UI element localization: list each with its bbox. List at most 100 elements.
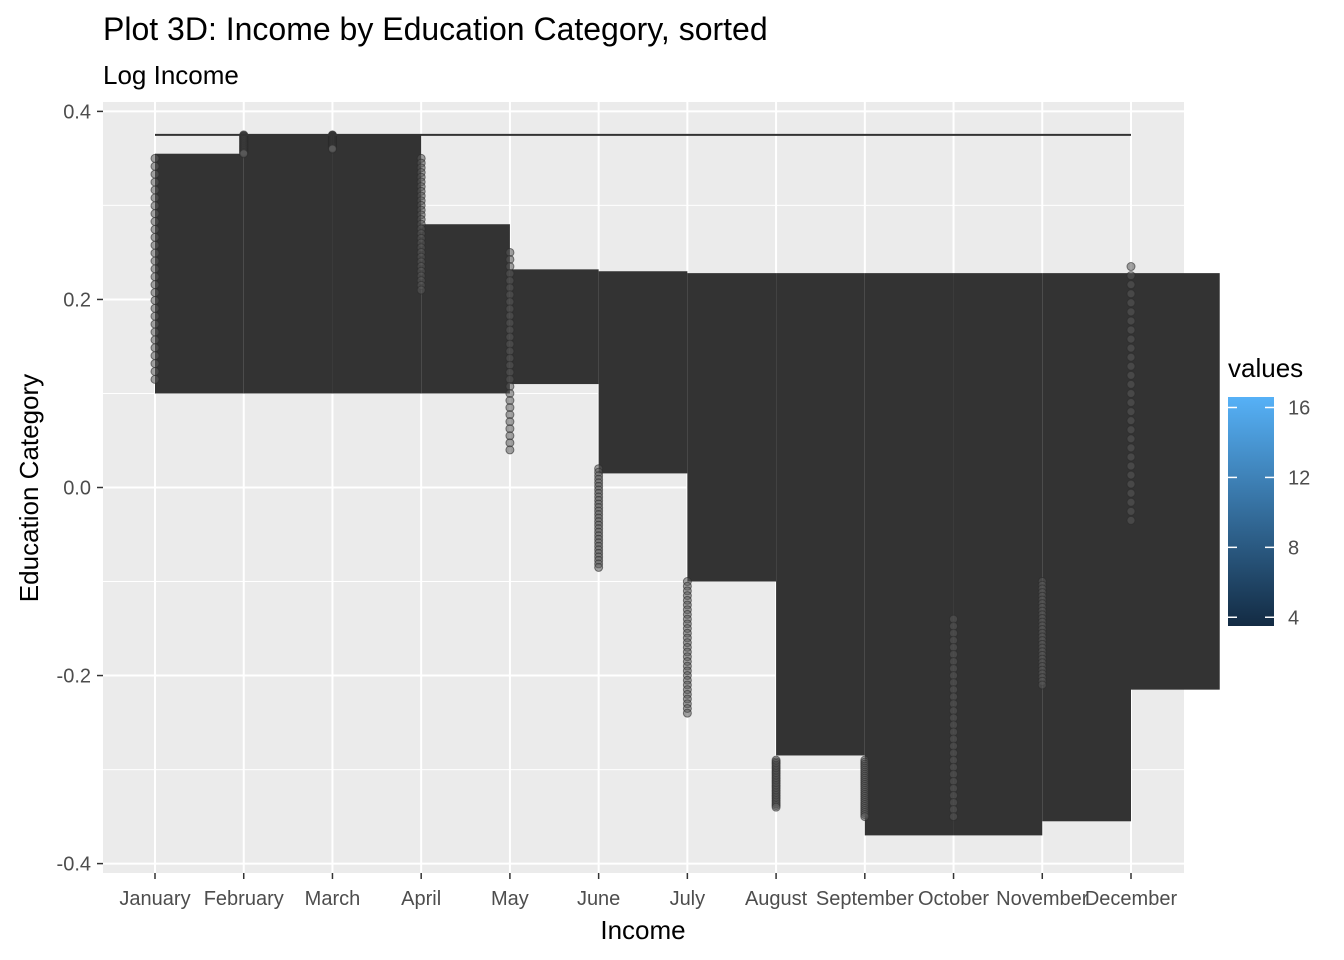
y-tick-label: -0.2 (57, 666, 91, 688)
point (150, 169, 160, 179)
point (1126, 443, 1136, 453)
x-tick-label: April (401, 888, 441, 910)
point (1126, 515, 1136, 525)
point (1126, 298, 1136, 308)
point (860, 812, 870, 822)
bar-november (1042, 273, 1131, 822)
point (150, 374, 160, 384)
point (1126, 289, 1136, 299)
x-tick-label: May (491, 888, 529, 910)
x-tick-label: January (119, 888, 190, 910)
point (150, 359, 160, 369)
bar-may (509, 269, 599, 385)
x-tick-label: November (996, 888, 1089, 910)
point (1126, 262, 1136, 272)
x-tick-label: September (816, 888, 914, 910)
point (150, 193, 160, 203)
point (1126, 316, 1136, 326)
y-tick-label: 0.4 (63, 101, 91, 123)
point (1126, 352, 1136, 362)
bar-march (332, 134, 422, 394)
legend-title: values (1228, 353, 1303, 383)
point (1126, 479, 1136, 489)
legend-colorbar (1228, 397, 1274, 626)
point (150, 311, 160, 321)
x-tick-label: October (918, 888, 989, 910)
point (1126, 398, 1136, 408)
y-tick-label: -0.4 (57, 854, 91, 876)
point (150, 335, 160, 345)
point (1126, 407, 1136, 417)
bar-september (864, 273, 954, 836)
point (150, 217, 160, 227)
point (1126, 361, 1136, 371)
point (150, 232, 160, 242)
x-tick-label: February (204, 888, 284, 910)
point (682, 708, 692, 718)
point (150, 153, 160, 163)
bar-january (155, 153, 244, 394)
point (1126, 452, 1136, 462)
bar-april (421, 224, 510, 394)
point (1126, 470, 1136, 480)
x-tick-label: March (305, 888, 361, 910)
point (150, 288, 160, 298)
bars (155, 134, 1220, 836)
bar-december (1131, 273, 1220, 690)
x-axis-title: Income (600, 915, 685, 945)
point (150, 264, 160, 274)
legend-break-label: 4 (1288, 607, 1299, 629)
point (150, 240, 160, 250)
point (150, 343, 160, 353)
point (150, 201, 160, 211)
chart-title: Plot 3D: Income by Education Category, s… (103, 11, 768, 47)
point (150, 303, 160, 313)
point (1126, 416, 1136, 426)
bar-june (598, 271, 688, 474)
point (1126, 388, 1136, 398)
point (771, 802, 781, 812)
point (1126, 497, 1136, 507)
legend-ticks: 4 8 12 16 (1228, 397, 1310, 629)
point (1126, 307, 1136, 317)
point (1126, 271, 1136, 281)
point (150, 224, 160, 234)
point (150, 366, 160, 376)
point (150, 351, 160, 361)
point (505, 445, 515, 455)
point (1126, 343, 1136, 353)
point (949, 812, 959, 822)
x-axis: January February March April May June July Augu… (119, 873, 1177, 910)
y-tick-label: 0.0 (63, 478, 91, 500)
point (594, 562, 604, 572)
y-tick-label: 0.2 (63, 289, 91, 311)
point (150, 256, 160, 266)
y-axis-title: Education Category (14, 374, 44, 602)
point (1126, 280, 1136, 290)
bar-august (776, 273, 865, 756)
x-tick-label: August (745, 888, 808, 910)
point (150, 327, 160, 337)
legend-break-label: 16 (1288, 397, 1310, 419)
point (150, 177, 160, 187)
legend-break-label: 12 (1288, 467, 1310, 489)
point (150, 272, 160, 282)
point (1126, 334, 1136, 344)
bar-february (243, 134, 333, 394)
point (1126, 425, 1136, 435)
point (150, 248, 160, 258)
x-tick-label: December (1085, 888, 1178, 910)
point (1037, 680, 1047, 690)
x-tick-label: July (670, 888, 706, 910)
point (150, 185, 160, 195)
point (1126, 325, 1136, 335)
point (1126, 379, 1136, 389)
point (1126, 434, 1136, 444)
point (150, 161, 160, 171)
point (1126, 461, 1136, 471)
point (150, 209, 160, 219)
chart-subtitle: Log Income (103, 60, 239, 90)
points (150, 130, 1136, 822)
point (150, 280, 160, 290)
